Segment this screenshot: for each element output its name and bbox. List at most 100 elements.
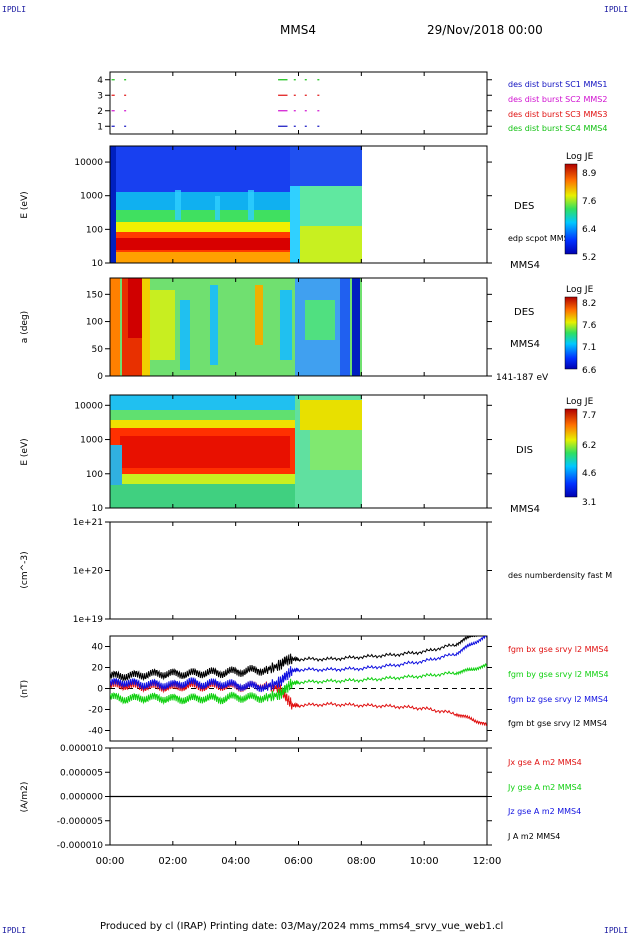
current-y-tick-label: -0.000010 [57,841,103,851]
des-pitch-cb-tick-0: 8.2 [582,299,596,309]
panel-dis-energy: 10 100 1000 10000 E (eV) DIS MMS4 Log JE 7.… [20,394,597,515]
des-pitch-y-tick-label: 0 [97,372,103,382]
density-y-tick-label: 1e+21 [73,518,103,528]
dis-energy-cb-tick-3: 3.1 [582,498,596,508]
panel-current: -0.000010 -0.000005 0.000000 0.000005 0.0000… [20,744,582,851]
des-pitch-label-des: DES [514,307,534,318]
current-y-tick-label: -0.000005 [57,817,103,827]
des-pitch-cb-tick-1: 7.6 [582,321,597,331]
fgm-lines [110,636,487,727]
panel-density: 1e+19 1e+20 1e+21 (cm^-3) des numberdensit… [20,518,612,625]
dis-energy-ylabel: E (eV) [20,438,30,465]
density-ylabel: (cm^-3) [20,551,30,588]
des-energy-y-tick-label: 100 [86,225,103,235]
des-energy-cb-tick-0: 8.9 [582,169,597,179]
panel-des-pitch: 0 50 100 150 a (deg) DES MMS4 141-187 eV Lo… [20,277,597,383]
des-pitch-y-axis: 0 50 100 150 [86,290,492,382]
dis-energy-y-tick-label: 100 [86,470,103,480]
des-energy-cb-tick-1: 7.6 [582,197,597,207]
current-y-tick-label: 0.000005 [60,768,103,778]
fgm-y-tick-label: -40 [88,727,103,737]
burst-legend-sc3: des dist burst SC3 MMS3 [508,110,607,119]
date-title: 29/Nov/2018 00:00 [427,23,543,37]
current-legend-jx: Jx gse A m2 MMS4 [507,758,582,767]
burst-legend-sc1: des dist burst SC1 MMS1 [508,80,607,89]
des-pitch-ylabel: a (deg) [20,311,30,343]
des-pitch-cb-tick-2: 7.1 [582,343,596,353]
panel-des-energy: 10 100 1000 10000 E (eV) DES edp scpot MMS4… [20,145,597,271]
des-pitch-cb-tick-3: 6.6 [582,366,597,376]
time-tick-label: 04:00 [221,856,250,867]
des-energy-cb-tick-3: 5.2 [582,253,596,263]
panel-fgm: -40 -20 0 20 40 (nT) fgm bx gse srvy l2 MMS4… [20,635,609,742]
dis-energy-spectrogram [110,395,362,508]
fgm-ylabel: (nT) [20,680,30,698]
density-legend: des numberdensity fast M [508,571,612,580]
fgm-legend-by: fgm by gse srvy l2 MMS4 [508,670,609,679]
current-y-axis: -0.000010 -0.000005 0.000000 0.000005 0.0000… [57,744,492,851]
burst-y-tick-label: 1 [97,122,103,132]
panel-burst: 1 2 3 4 des dist burst SC1 MMS1 des dist bu… [97,71,607,135]
dis-energy-colorbar: Log JE 7.7 6.2 4.6 3.1 [564,397,597,508]
des-energy-y-tick-label: 10 [92,259,104,269]
des-energy-label-des: DES [514,201,534,212]
des-energy-ylabel: E (eV) [20,191,30,218]
corner-label-bottom-right: IPDLI [604,926,628,934]
des-energy-y-tick-label: 1000 [80,192,103,202]
des-energy-y-tick-label: 10000 [74,158,103,168]
density-y-axis: 1e+19 1e+20 1e+21 [73,518,492,625]
dis-energy-cb-tick-0: 7.7 [582,411,596,421]
des-energy-label-mms4: MMS4 [510,260,540,271]
des-pitch-label-energy: 141-187 eV [496,373,549,383]
des-pitch-y-tick-label: 50 [92,345,104,355]
des-energy-colorbar: Log JE 8.9 7.6 6.4 5.2 [564,152,597,263]
corner-label-top-right: IPDLI [604,5,628,14]
dis-energy-y-tick-label: 10000 [74,401,103,411]
des-pitch-colorbar: Log JE 8.2 7.6 7.1 6.6 [564,285,597,376]
burst-y-axis: 1 2 3 4 [97,76,492,132]
des-pitch-y-tick-label: 100 [86,318,103,328]
des-energy-y-axis: 10 100 1000 10000 [74,158,492,269]
fgm-y-tick-label: 40 [92,643,104,653]
density-y-tick-label: 1e+19 [73,615,104,625]
corner-label-top-left: IPDLI [2,5,26,14]
footer-credit: Produced by cl (IRAP) Printing date: 03/… [100,921,503,932]
current-y-tick-label: 0.000010 [60,744,103,754]
current-ylabel: (A/m2) [20,782,30,813]
burst-legend-sc2: des dist burst SC2 MMS2 [508,95,607,104]
fgm-series-by [110,662,487,706]
density-y-tick-label: 1e+20 [73,567,104,577]
fgm-y-axis: -40 -20 0 20 40 [88,643,492,737]
dis-energy-y-axis: 10 100 1000 10000 [74,401,492,514]
fgm-legend-bx: fgm bx gse srvy l2 MMS4 [508,645,609,654]
dis-energy-y-tick-label: 1000 [80,436,103,446]
des-energy-colorbar-title: Log JE [566,152,594,162]
fgm-legend-bz: fgm bz gse srvy l2 MMS4 [508,695,608,704]
des-energy-spectrogram [110,146,362,263]
time-tick-label: 00:00 [96,856,125,867]
dis-energy-cb-tick-2: 4.6 [582,469,597,479]
burst-y-tick-label: 3 [97,91,103,101]
time-tick-label: 10:00 [410,856,439,867]
fgm-series-bz [110,636,487,693]
fgm-y-tick-label: 20 [92,664,104,674]
dis-energy-label-dis: DIS [516,445,533,456]
fgm-y-tick-label: -20 [88,706,103,716]
des-energy-cb-tick-2: 6.4 [582,225,597,235]
des-pitch-y-tick-label: 150 [86,290,103,300]
dis-energy-y-tick-label: 10 [92,504,104,514]
dis-energy-colorbar-title: Log JE [566,397,594,407]
spacecraft-title: MMS4 [280,23,316,37]
dis-energy-cb-tick-1: 6.2 [582,441,596,451]
fgm-legend-bt: fgm bt gse srvy l2 MMS4 [508,719,607,728]
des-pitch-label-mms4: MMS4 [510,339,540,350]
des-pitch-spectrogram [110,278,362,376]
burst-legend-sc4: des dist burst SC4 MMS4 [508,124,607,133]
current-legend-jz: Jz gse A m2 MMS4 [507,807,581,816]
des-energy-label-scpot: edp scpot MMS4 [508,234,574,243]
des-pitch-colorbar-title: Log JE [566,285,594,295]
dis-energy-label-mms4: MMS4 [510,504,540,515]
time-tick-label: 06:00 [284,856,313,867]
time-axis: 00:00 02:00 04:00 06:00 08:00 10:00 12:00 [96,856,502,867]
